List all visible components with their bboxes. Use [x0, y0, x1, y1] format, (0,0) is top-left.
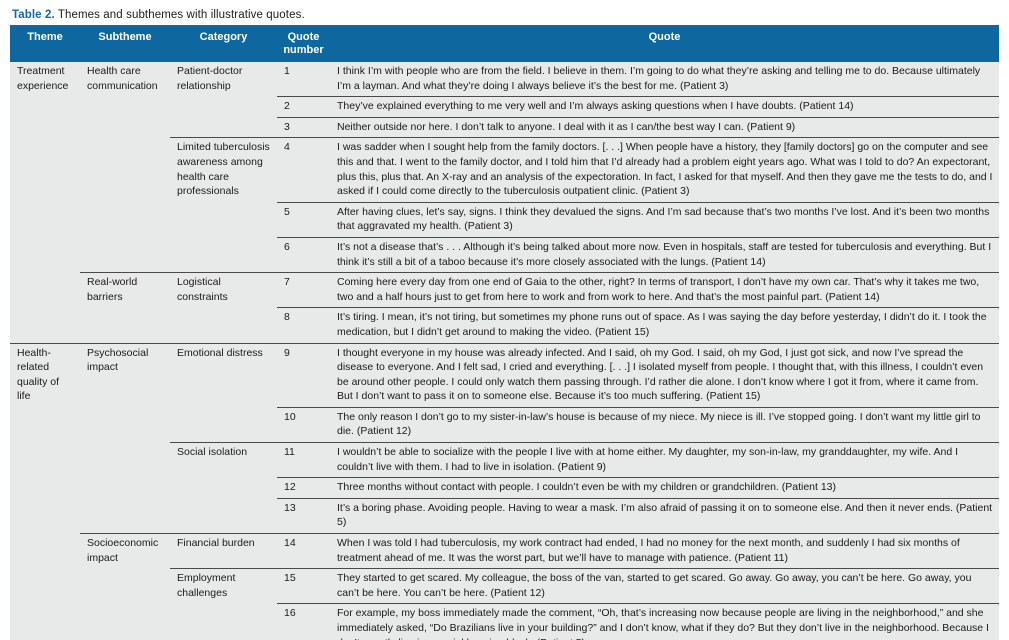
quote-cell: It’s not a disease that’s . . . Although…	[330, 236, 999, 273]
quote-cell: It’s a boring phase. Avoiding people. Ha…	[330, 497, 999, 534]
header-row: Theme Subtheme Category Quote number Quo…	[10, 25, 999, 62]
table-row: Socioeconomic impact Financial burden 14…	[10, 533, 999, 640]
quote-cell: When I was told I had tuberculosis, my w…	[330, 533, 999, 569]
table-row: 12 Three months without contact with peo…	[10, 477, 999, 499]
category-cell: Patient-doctor relationship	[177, 65, 243, 92]
table-row: 6 It’s not a disease that’s . . . Althou…	[10, 236, 999, 273]
category-cell: Limited tuberculosis awareness among hea…	[170, 137, 277, 273]
table-title: Table 2. Themes and subthemes with illus…	[12, 9, 999, 21]
quote-cell: They started to get scared. My colleague…	[330, 568, 999, 604]
themes-table: Theme Subtheme Category Quote number Quo…	[10, 25, 999, 640]
table-row: Treatment experience Health care communi…	[10, 62, 999, 97]
column-header-quote-number: Quote number	[277, 25, 330, 62]
table-row: 16 For example, my boss immediately made…	[10, 603, 999, 640]
table-row: 2 They’ve explained everything to me ver…	[10, 96, 999, 118]
quote-cell: For example, my boss immediately made th…	[330, 603, 999, 640]
quote-number-cell: 9	[277, 342, 330, 408]
quote-number-cell: 12	[277, 477, 330, 499]
subtheme-cell: Psychosocial impact	[80, 342, 170, 534]
table-row: 13 It’s a boring phase. Avoiding people.…	[10, 497, 999, 534]
column-header-quote: Quote	[330, 25, 999, 62]
table-number-label: Table 2.	[12, 9, 55, 21]
quote-number-cell: 4	[277, 137, 330, 203]
table-row: Real-world barriers Logistical constrain…	[10, 272, 999, 343]
quote-cell: After having clues, let’s say, signs. I …	[330, 201, 999, 238]
quote-number-cell: 10	[277, 406, 330, 443]
quote-number-cell: 3	[277, 116, 330, 138]
table-row: Health-related quality of life Psychosoc…	[10, 342, 999, 640]
theme-cell: Treatment experience	[17, 65, 69, 92]
table-row: Employment challenges 15 They started to…	[10, 568, 999, 640]
quote-number-cell: 1	[284, 65, 290, 77]
quote-number-cell: 5	[277, 201, 330, 238]
quote-number-cell: 11	[277, 442, 330, 478]
quote-cell: The only reason I don’t go to my sister-…	[330, 406, 999, 443]
quote-cell: I think I’m with people who are from the…	[337, 65, 981, 92]
quote-cell: Coming here every day from one end of Ga…	[330, 272, 999, 308]
table-row: Limited tuberculosis awareness among hea…	[10, 137, 999, 273]
table-row: 10 The only reason I don’t go to my sist…	[10, 406, 999, 443]
quote-cell: Three months without contact with people…	[330, 477, 999, 499]
quote-number-cell: 13	[277, 497, 330, 534]
column-header-theme: Theme	[10, 25, 80, 62]
category-cell: Emotional distress	[170, 342, 277, 443]
category-cell: Logistical constraints	[170, 272, 277, 343]
table-row: Social isolation 11 I wouldn’t be able t…	[10, 442, 999, 534]
table-row: 3 Neither outside nor here. I don’t talk…	[10, 116, 999, 138]
quote-number-cell: 8	[277, 307, 330, 343]
quote-cell: It’s tiring. I mean, it’s not tiring, bu…	[330, 307, 999, 343]
category-cell: Employment challenges	[170, 568, 277, 640]
quote-cell: They’ve explained everything to me very …	[330, 96, 999, 118]
quote-cell: Neither outside nor here. I don’t talk t…	[330, 116, 999, 138]
table-row: 8 It’s tiring. I mean, it’s not tiring, …	[10, 307, 999, 343]
subtheme-cell: Socioeconomic impact	[80, 533, 170, 640]
column-header-category: Category	[170, 25, 277, 62]
table-row: 5 After having clues, let’s say, signs. …	[10, 201, 999, 238]
column-header-subtheme: Subtheme	[80, 25, 170, 62]
category-cell: Financial burden	[170, 533, 277, 569]
quote-number-cell: 15	[277, 568, 330, 604]
subtheme-cell: Real-world barriers	[80, 272, 170, 343]
theme-cell: Health-related quality of life	[10, 342, 80, 640]
category-cell: Social isolation	[170, 442, 277, 534]
quote-cell: I wouldn’t be able to socialize with the…	[330, 442, 999, 478]
subtheme-cell: Health care communication	[87, 65, 158, 92]
quote-number-cell: 7	[277, 272, 330, 308]
quote-number-cell: 2	[277, 96, 330, 118]
quote-cell: I thought everyone in my house was alrea…	[330, 342, 999, 408]
quote-cell: I was sadder when I sought help from the…	[330, 137, 999, 203]
table-caption: Themes and subthemes with illustrative q…	[57, 9, 305, 21]
quote-number-cell: 16	[277, 603, 330, 640]
quote-number-cell: 6	[277, 236, 330, 273]
quote-number-cell: 14	[277, 533, 330, 569]
